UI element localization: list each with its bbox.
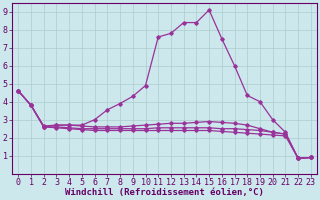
X-axis label: Windchill (Refroidissement éolien,°C): Windchill (Refroidissement éolien,°C) [65,188,264,197]
